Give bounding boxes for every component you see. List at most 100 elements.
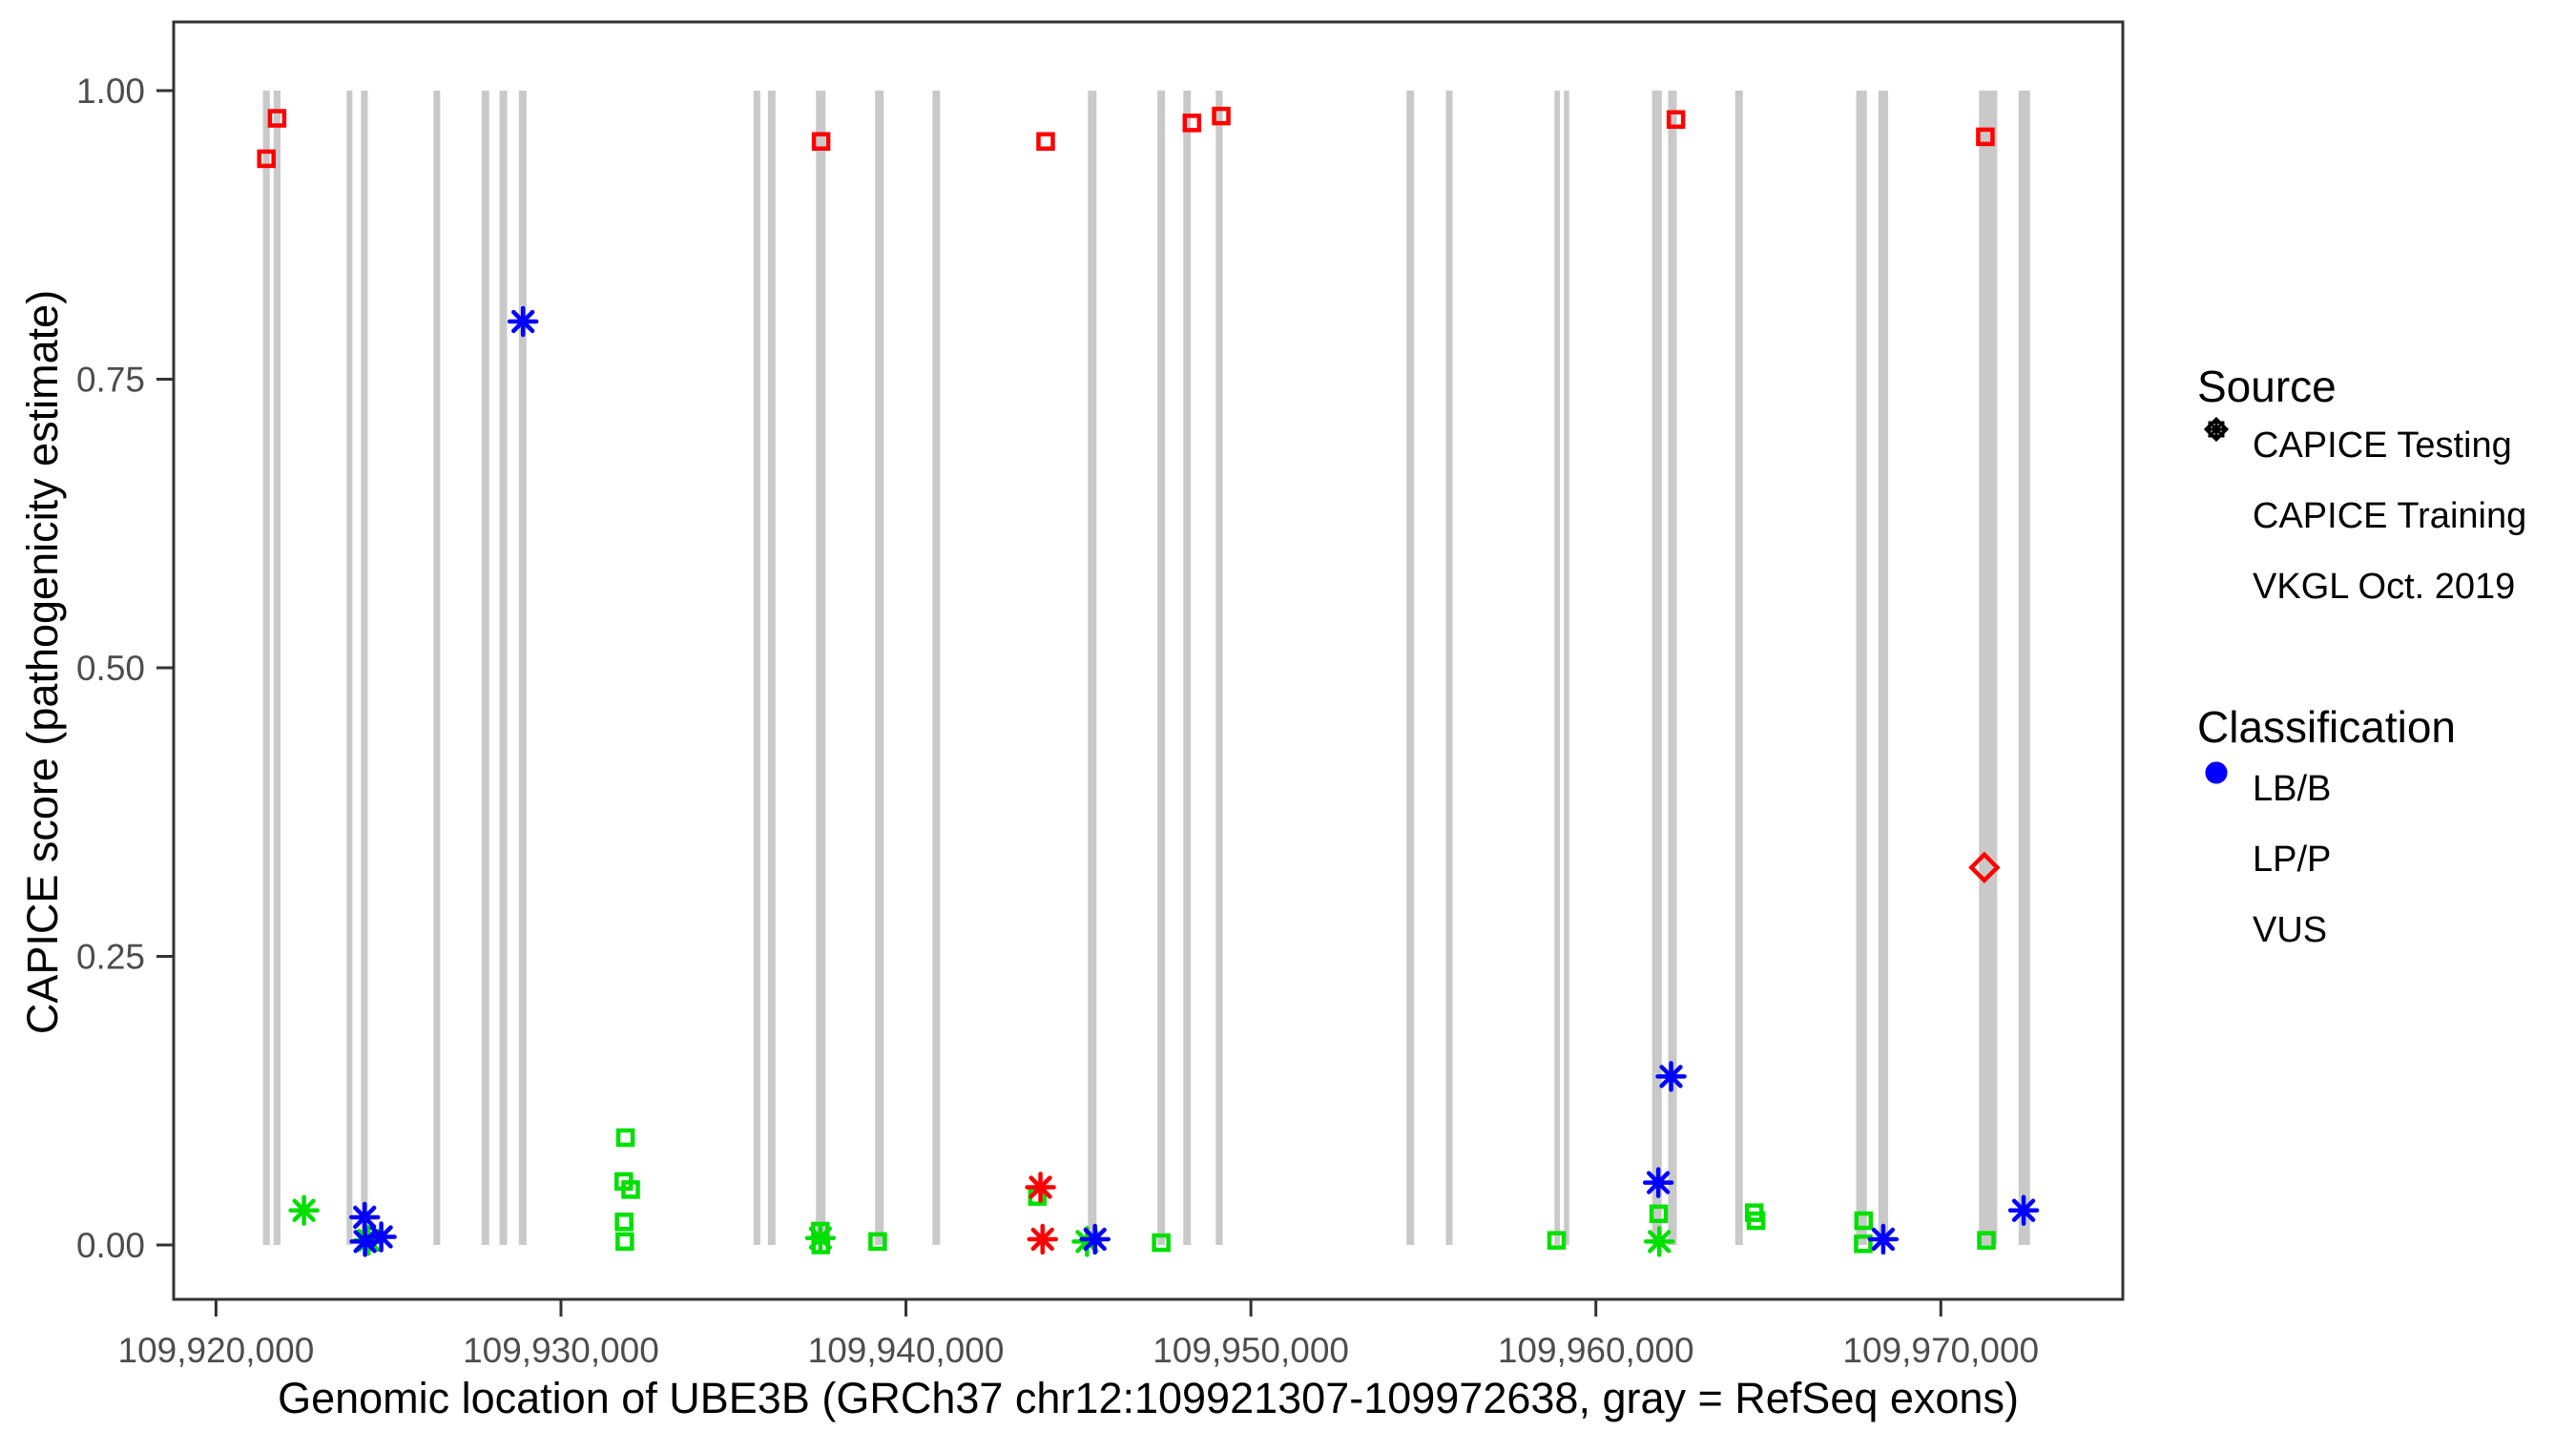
y-tick-label: 0.00 [76, 1226, 145, 1265]
data-point-asterisk [1079, 1223, 1111, 1255]
data-point-asterisk [1643, 1226, 1675, 1257]
data-point-asterisk [1027, 1223, 1058, 1255]
data-point-asterisk [1655, 1061, 1687, 1092]
exon-bar [433, 91, 441, 1245]
data-point-square [1977, 1231, 1996, 1250]
exon-bar [2018, 91, 2030, 1245]
legend-classification-title: Classification [2197, 702, 2456, 752]
legend-source-title: Source [2197, 362, 2337, 411]
legend-item: CAPICE Testing [2197, 410, 2574, 481]
exon-bar [1215, 91, 1223, 1245]
exon-bar [1157, 91, 1166, 1245]
exon-bar [753, 91, 760, 1245]
exon-bar [875, 91, 884, 1245]
data-point-square [1746, 1211, 1766, 1231]
exon-bar [1979, 91, 1998, 1245]
data-point-diamond [1968, 851, 2001, 884]
legend-item: CAPICE Training [2197, 421, 2574, 551]
legend-item-label: CAPICE Training [2253, 495, 2527, 536]
data-point-square [811, 132, 831, 151]
data-point-asterisk [2007, 1194, 2040, 1226]
y-tick-label: 0.50 [76, 649, 145, 688]
data-point-asterisk [365, 1221, 397, 1253]
data-point-square [1212, 106, 1231, 126]
exon-bar [1445, 91, 1453, 1245]
legend-item-label: VUS [2253, 909, 2328, 950]
exon-bar [346, 91, 353, 1245]
exon-bar [1554, 91, 1561, 1245]
y-tick-label: 0.25 [76, 938, 145, 977]
exon-bar [816, 91, 826, 1245]
data-point-square [868, 1232, 887, 1252]
exon-bar [932, 91, 941, 1245]
data-point-square [267, 109, 287, 128]
exon-bar [262, 91, 270, 1245]
exon-bar [273, 91, 281, 1245]
exon-bar [1406, 91, 1415, 1245]
exon-bar [1564, 91, 1569, 1245]
legend: Source CAPICE Testing CAPICE Training VKGL… [2194, 0, 2576, 1431]
exon-bar [1088, 91, 1097, 1245]
legend-classification-items: LB/B LP/P VUS [2197, 754, 2574, 965]
legend-item: LB/B [2197, 754, 2574, 824]
x-tick-label: 109,970,000 [1842, 1331, 2039, 1370]
y-axis-title: CAPICE score (pathogenicity estimate) [18, 289, 67, 1035]
exon-bar [518, 91, 527, 1245]
legend-item: VUS [2197, 761, 2574, 965]
data-point-asterisk [804, 1222, 837, 1254]
exon-bar [1735, 91, 1743, 1245]
data-point-square [1547, 1231, 1567, 1250]
data-point-asterisk [1025, 1172, 1056, 1203]
data-point-square [1036, 132, 1055, 151]
x-tick-label: 109,940,000 [808, 1331, 1005, 1370]
x-tick-label: 109,950,000 [1153, 1331, 1349, 1370]
exon-bar [481, 91, 489, 1245]
exon-bar [1856, 91, 1867, 1245]
exon-bar [499, 91, 508, 1245]
data-point-square [1666, 110, 1686, 129]
plot-border [172, 20, 2125, 1301]
x-axis-title: Genomic location of UBE3B (GRCh37 chr12:… [278, 1374, 2019, 1422]
legend-asterisk-icon-canvas [2205, 418, 2228, 441]
data-point-square [1854, 1211, 1874, 1231]
data-point-square [1854, 1234, 1873, 1254]
legend-dot-icon-canvas [2205, 761, 2228, 784]
data-point-asterisk [507, 305, 539, 338]
y-tick-label: 1.00 [76, 72, 145, 111]
x-tick-label: 109,920,000 [118, 1331, 315, 1370]
data-point-square [257, 149, 276, 169]
legend-source-items: CAPICE Testing CAPICE Training VKGL Oct. 2… [2197, 410, 2574, 622]
legend-item-label: CAPICE Testing [2253, 425, 2512, 466]
data-point-asterisk [348, 1201, 381, 1234]
data-point-square [615, 1232, 634, 1252]
data-point-square [1152, 1233, 1171, 1253]
exon-bar [767, 91, 776, 1245]
data-point-asterisk [1642, 1167, 1674, 1198]
data-point-square [621, 1180, 640, 1199]
legend-item-label: LP/P [2253, 839, 2332, 880]
data-point-asterisk [1867, 1223, 1900, 1255]
legend-item: LP/P [2197, 761, 2574, 895]
data-point-square [1649, 1204, 1669, 1224]
data-point-square [1976, 127, 1995, 147]
legend-item: VKGL Oct. 2019 [2197, 418, 2574, 622]
legend-item-label: VKGL Oct. 2019 [2253, 566, 2516, 607]
exon-bar [1668, 91, 1677, 1245]
exon-bar [1652, 91, 1662, 1245]
data-point-asterisk [349, 1226, 381, 1257]
x-tick-label: 109,960,000 [1498, 1331, 1694, 1370]
data-point-square [1182, 114, 1202, 133]
data-point-asterisk [1071, 1226, 1103, 1257]
legend-item-label: LB/B [2253, 768, 2332, 809]
legend-dot-icon [2205, 761, 2228, 784]
data-point-asterisk [288, 1194, 320, 1226]
exon-bar [1183, 91, 1192, 1245]
y-tick-label: 0.75 [76, 361, 145, 400]
legend-asterisk-icon [2205, 418, 2228, 441]
x-tick-label: 109,930,000 [463, 1331, 659, 1370]
exon-bar [361, 91, 368, 1245]
data-point-square [614, 1213, 634, 1232]
data-point-square [615, 1128, 635, 1148]
